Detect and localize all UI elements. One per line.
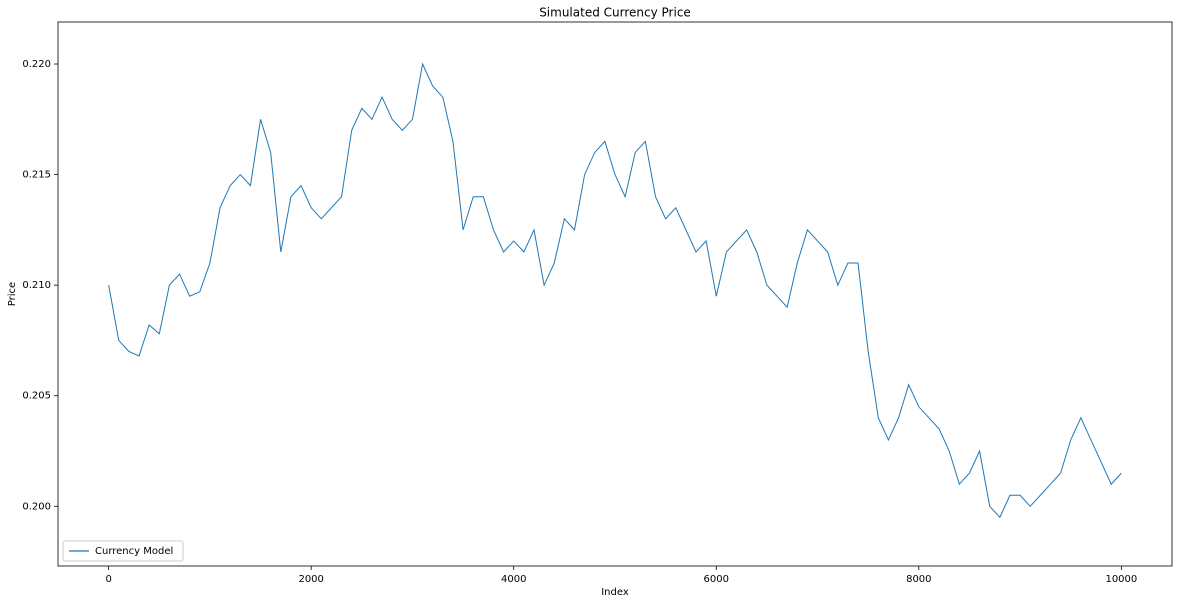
y-tick-label: 0.220 [22, 59, 51, 70]
x-tick-label: 0 [105, 574, 111, 585]
x-axis-label: Index [601, 587, 629, 598]
x-tick-label: 10000 [1105, 574, 1137, 585]
x-tick-label: 6000 [704, 574, 729, 585]
axes-frame [57, 21, 1173, 567]
y-tick-label: 0.210 [22, 280, 51, 291]
chart-title: Simulated Currency Price [539, 6, 691, 20]
y-axis-label: Price [7, 282, 18, 306]
x-tick-label: 4000 [501, 574, 526, 585]
x-tick-label: 8000 [906, 574, 931, 585]
y-tick-label: 0.205 [22, 391, 51, 402]
y-tick-label: 0.215 [22, 170, 51, 181]
line [108, 62, 1122, 519]
legend-label: Currency Model [95, 546, 173, 557]
legend-box [62, 540, 184, 562]
x-tick-label: 2000 [298, 574, 323, 585]
y-tick-label: 0.200 [22, 501, 51, 512]
